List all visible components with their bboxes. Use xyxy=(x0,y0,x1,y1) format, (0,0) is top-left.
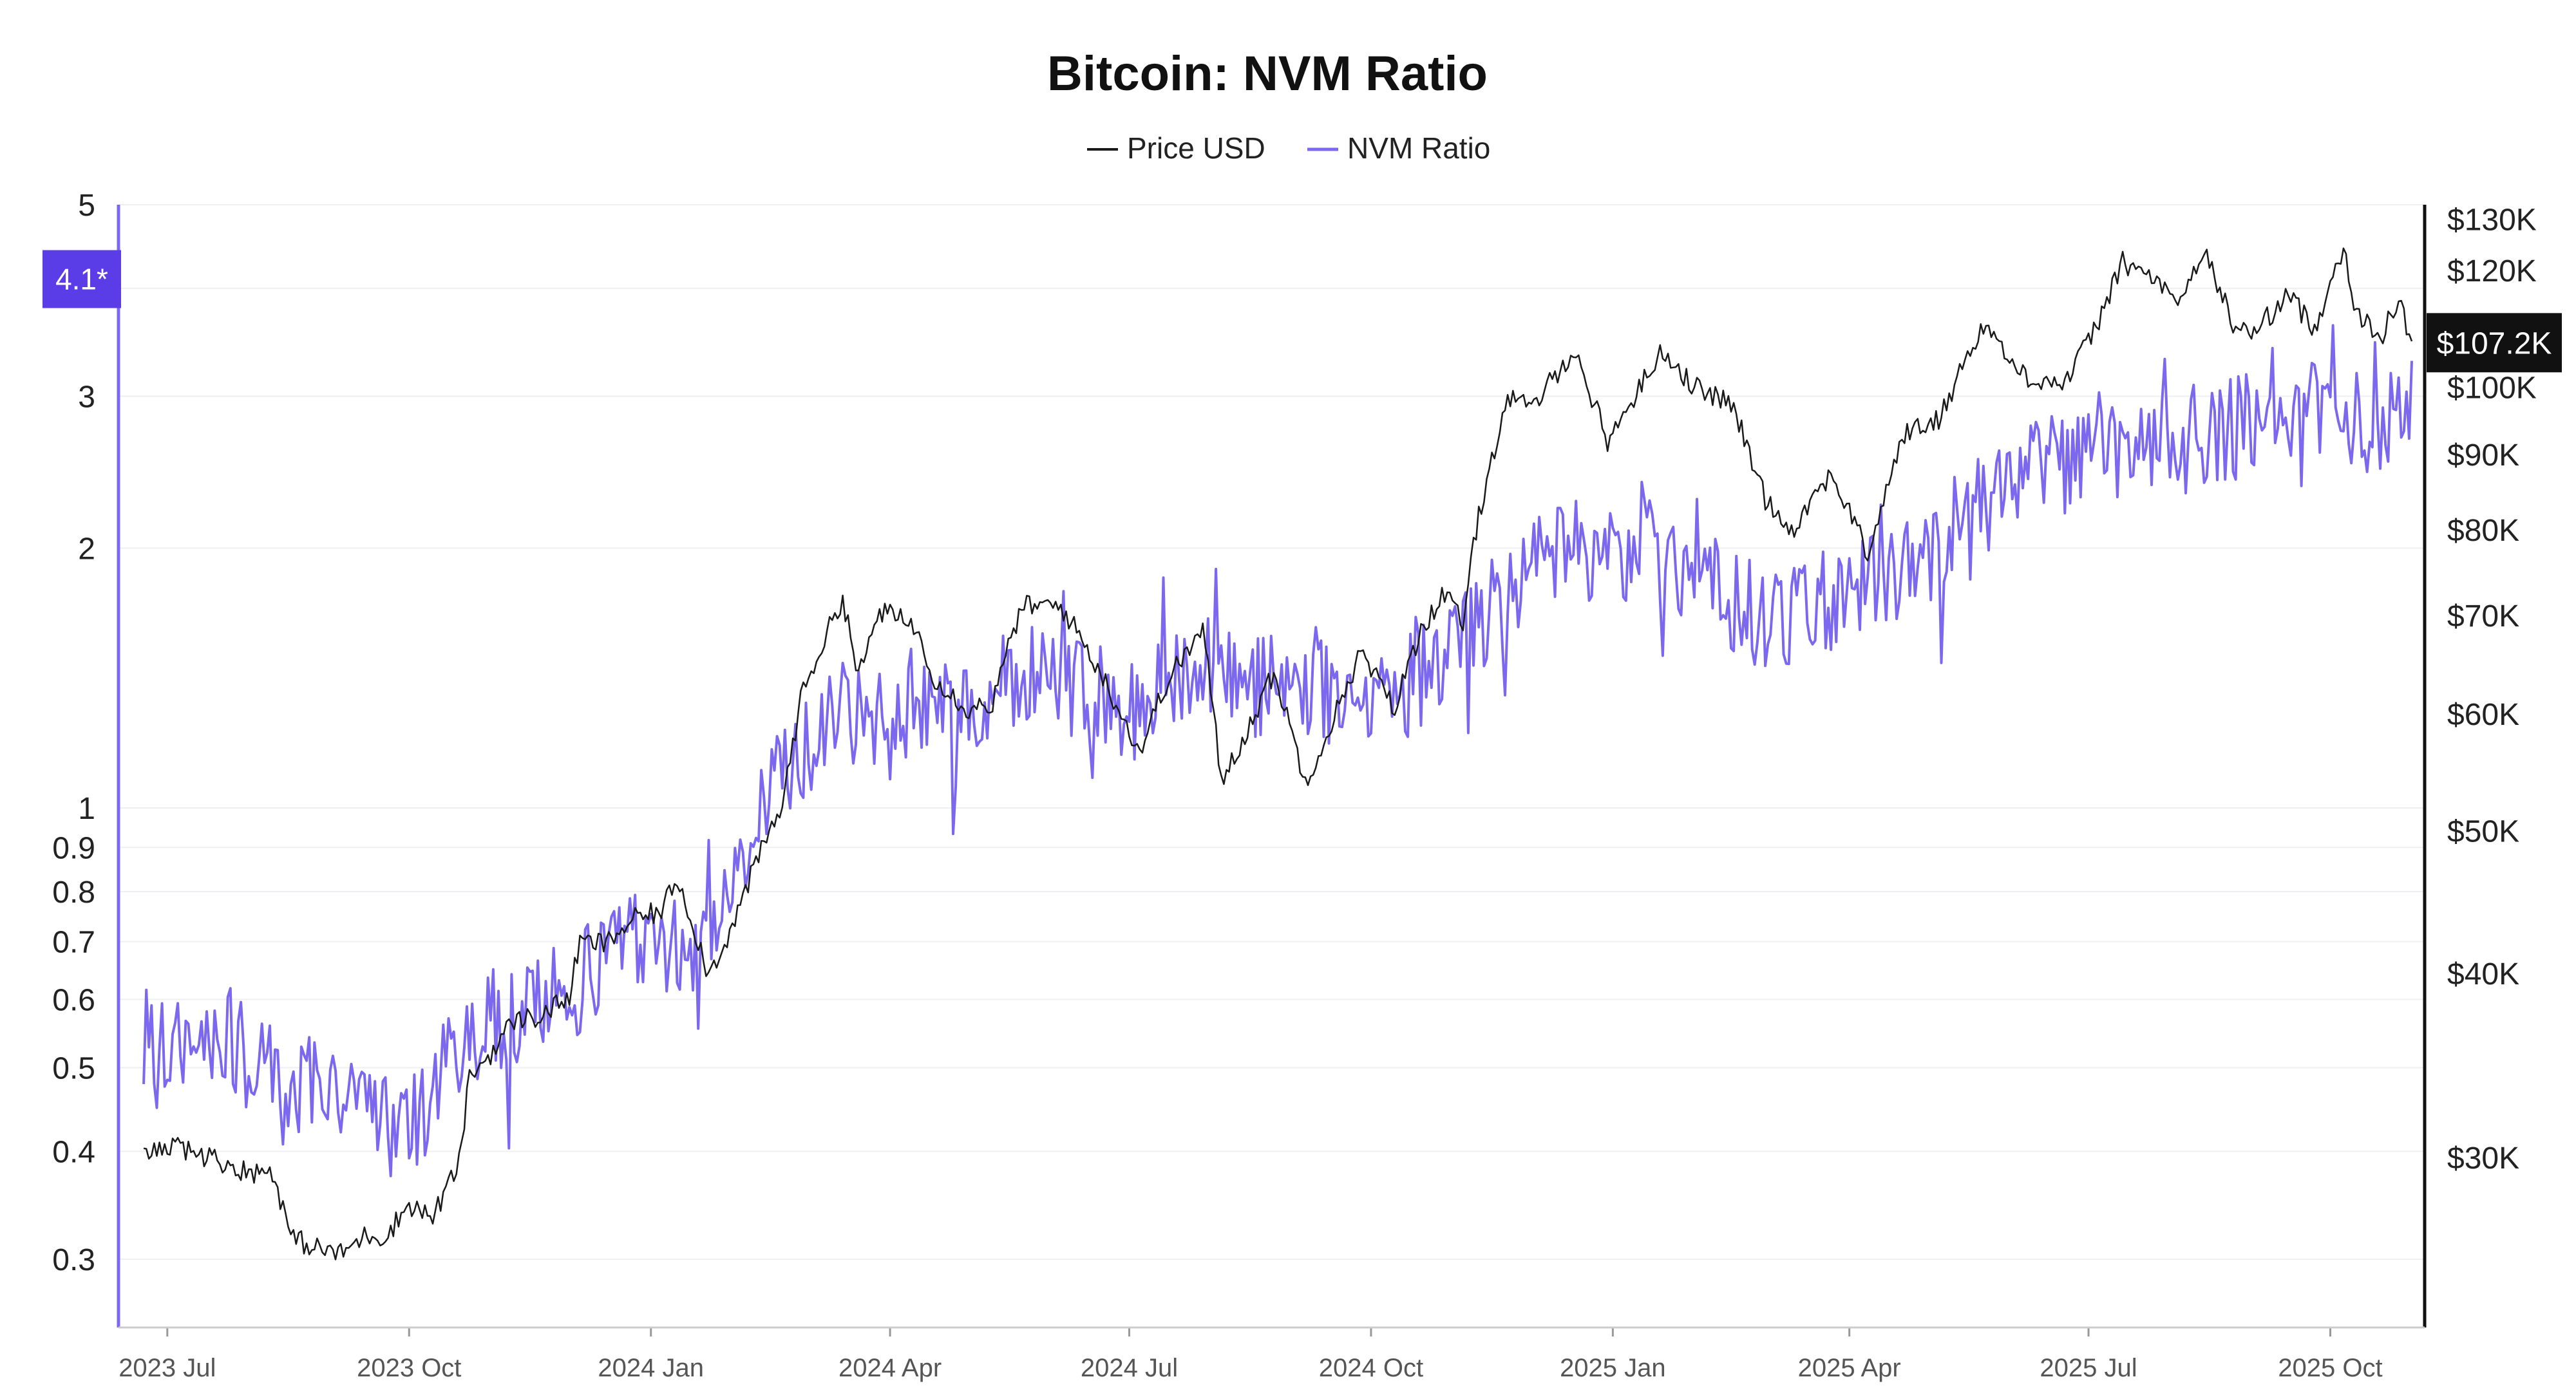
x-tick-label: 2023 Jul xyxy=(118,1354,216,1382)
x-axis-ticks: 2023 Jul 2023 Oct 2024 Jan 2024 Apr 2024 Jul… xyxy=(118,1327,2383,1382)
left-tick-label: 1 xyxy=(78,792,95,826)
x-tick-label: 2025 Jul xyxy=(2040,1354,2137,1382)
legend-label-price: Price USD xyxy=(1127,131,1265,165)
gridlines xyxy=(118,204,2425,1260)
right-tick-label: $80K xyxy=(2447,514,2519,548)
right-tick-label: $30K xyxy=(2447,1141,2519,1176)
legend-label-nvm: NVM Ratio xyxy=(1347,131,1490,165)
x-tick-label: 2024 Oct xyxy=(1319,1354,1423,1382)
left-current-value-label: 4.1* xyxy=(55,263,108,296)
left-tick-label: 2 xyxy=(78,532,95,566)
x-tick-label: 2023 Oct xyxy=(357,1354,461,1382)
series-layer xyxy=(142,247,2413,1261)
left-tick-label: 0.7 xyxy=(52,926,95,960)
right-current-value-marker: $107.2K xyxy=(2427,313,2562,373)
right-current-value-label: $107.2K xyxy=(2437,326,2552,361)
left-tick-label: 0.8 xyxy=(52,876,95,910)
left-tick-label: 0.9 xyxy=(52,831,95,865)
chart-title: Bitcoin: NVM Ratio xyxy=(1047,46,1488,101)
left-tick-label: 5 xyxy=(78,189,95,223)
price-usd-line xyxy=(143,247,2413,1261)
x-tick-label: 2025 Jan xyxy=(1560,1354,1666,1382)
right-tick-label: $90K xyxy=(2447,438,2519,473)
x-tick-label: 2025 Oct xyxy=(2278,1354,2382,1382)
nvm-ratio-line xyxy=(142,324,2413,1177)
right-tick-label: $40K xyxy=(2447,957,2519,991)
right-tick-label: $130K xyxy=(2447,203,2537,238)
x-tick-label: 2024 Jul xyxy=(1081,1354,1178,1382)
left-tick-label: 0.3 xyxy=(52,1243,95,1277)
x-tick-label: 2025 Apr xyxy=(1798,1354,1901,1382)
right-current-value-box xyxy=(2427,313,2562,373)
left-current-value-box xyxy=(43,250,121,308)
right-axis-ticks: $130K $120K $100K $90K $80K $70K $60K $50K $40K $… xyxy=(2447,203,2537,1176)
left-current-value-marker: 4.1* xyxy=(43,250,121,308)
x-tick-label: 2024 Apr xyxy=(838,1354,942,1382)
right-tick-label: $60K xyxy=(2447,698,2519,732)
left-axis-ticks: 5 3 2 1 0.9 0.8 0.7 0.6 0.5 0.4 0.3 xyxy=(52,189,95,1277)
left-tick-label: 0.5 xyxy=(52,1051,95,1085)
right-tick-label: $70K xyxy=(2447,599,2519,633)
legend: Price USD NVM Ratio xyxy=(1087,131,1490,165)
legend-item-nvm[interactable]: NVM Ratio xyxy=(1307,131,1490,165)
left-tick-label: 3 xyxy=(78,380,95,414)
legend-item-price[interactable]: Price USD xyxy=(1087,131,1265,165)
x-tick-label: 2024 Jan xyxy=(598,1354,704,1382)
right-tick-label: $50K xyxy=(2447,814,2519,849)
right-tick-label: $120K xyxy=(2447,254,2537,288)
left-tick-label: 0.4 xyxy=(52,1135,95,1169)
left-tick-label: 0.6 xyxy=(52,983,95,1017)
right-tick-label: $100K xyxy=(2447,371,2537,405)
